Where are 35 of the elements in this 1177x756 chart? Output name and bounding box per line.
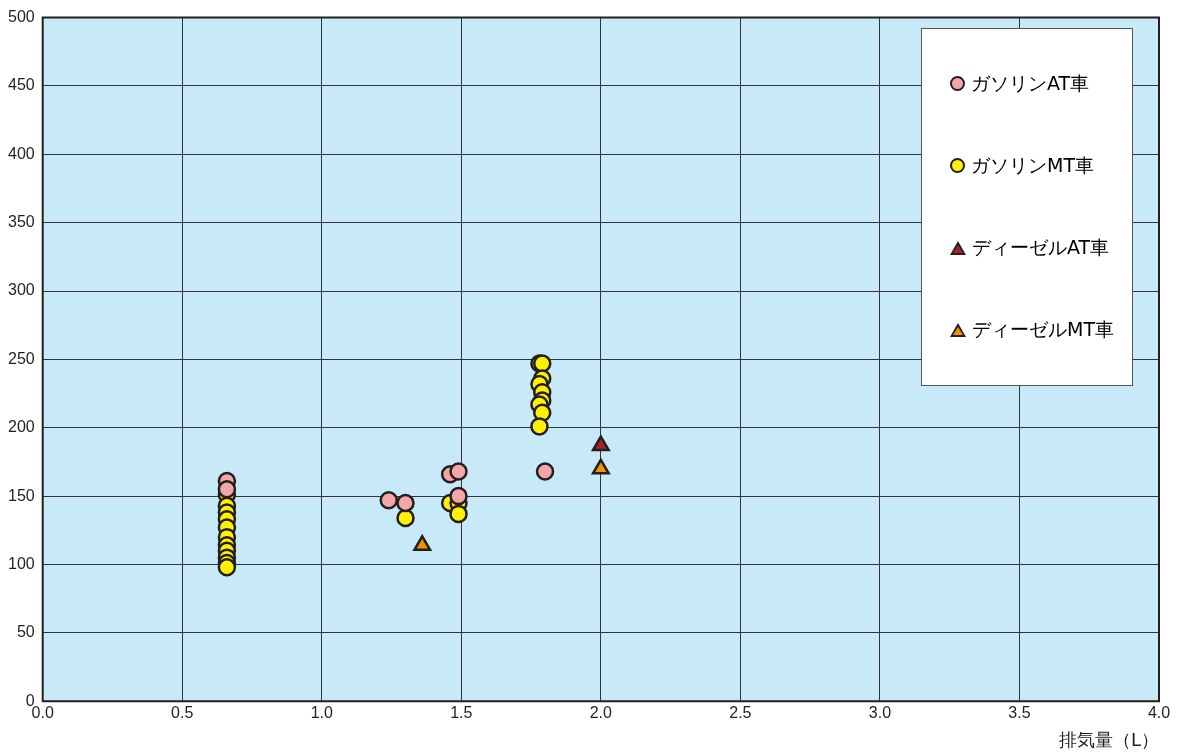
- y-tick-label: 400: [7, 144, 35, 162]
- legend-label: ガソリンMT車: [971, 152, 1094, 178]
- point: [217, 480, 237, 499]
- x-tick-label: 1.5: [450, 704, 473, 722]
- point: [449, 462, 468, 481]
- y-tick-label: 200: [7, 418, 35, 436]
- y-tick-label: 450: [7, 76, 35, 94]
- point: [396, 493, 415, 513]
- point: [449, 486, 468, 506]
- x-tick-label: 3.5: [1008, 704, 1031, 722]
- y-tick-label: 350: [7, 213, 35, 231]
- point: [449, 504, 468, 524]
- x-tick-label: 2.0: [589, 704, 613, 722]
- point: [530, 417, 549, 436]
- y-tick-label: 500: [7, 8, 35, 26]
- point: [413, 535, 432, 552]
- x-tick-label: 3.0: [868, 704, 892, 722]
- point: [591, 435, 610, 452]
- point: [396, 508, 415, 528]
- x-tick-label: 0.5: [171, 704, 194, 722]
- y-tick-label: 300: [7, 281, 35, 299]
- point: [535, 462, 555, 481]
- y-tick-label: 50: [16, 623, 35, 641]
- x-tick-label: 4.0: [1147, 704, 1171, 722]
- y-tick-label: 150: [7, 486, 35, 504]
- x-axis-title: 排気量（L）: [1058, 728, 1159, 750]
- point: [379, 490, 398, 510]
- legend-label: ディーゼルAT車: [972, 234, 1110, 260]
- legend-label: ガソリンAT車: [971, 70, 1090, 96]
- y-tick-label: 250: [7, 349, 35, 367]
- legend-label: ディーゼルMT車: [972, 316, 1114, 342]
- x-tick-label: 0.0: [31, 704, 54, 722]
- y-tick-label: 100: [7, 554, 35, 572]
- x-tick-label: 2.5: [729, 704, 752, 722]
- x-tick-label: 1.0: [310, 704, 333, 722]
